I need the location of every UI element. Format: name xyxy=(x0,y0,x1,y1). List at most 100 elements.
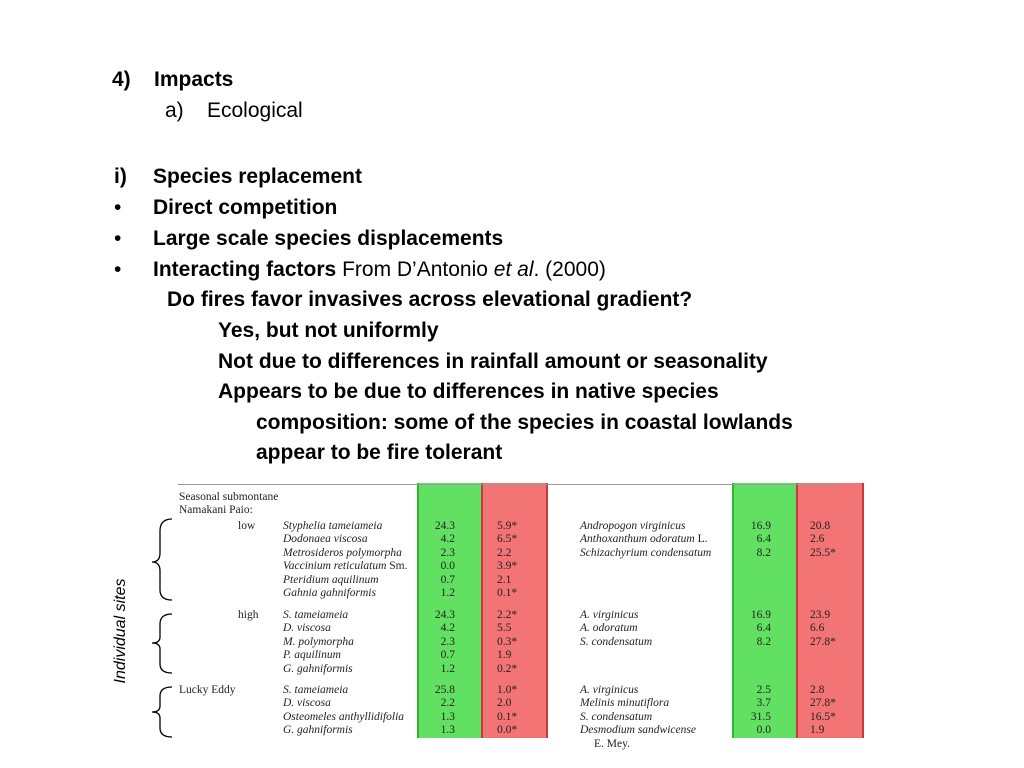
value-burned-alien: 16.9 xyxy=(750,520,771,532)
red-highlight-left xyxy=(481,483,548,738)
value-unburned-alien: 1.9 xyxy=(810,724,825,737)
left-species-name: P. aquilinum xyxy=(283,649,341,662)
value-unburned-alien: 23.9 xyxy=(810,609,831,621)
value-unburned-alien: 27.8* xyxy=(810,635,836,648)
value-burned-native: 1.3 xyxy=(440,710,455,723)
value-burned-alien: 6.4 xyxy=(756,533,771,546)
right-species-name: S. condensatum xyxy=(580,635,653,648)
value-unburned-native: 2.2* xyxy=(497,609,518,621)
value-unburned-alien: 16.5* xyxy=(810,710,836,723)
footer-authority: E. Mey. xyxy=(594,738,630,750)
item-marker: i) xyxy=(114,165,127,188)
brace-low xyxy=(151,518,173,601)
bullet-icon: • xyxy=(114,258,122,281)
answer-line-3c: appear to be fire tolerant xyxy=(256,441,503,464)
value-unburned-native: 5.9* xyxy=(497,520,518,532)
value-unburned-native: 1.0* xyxy=(497,684,518,696)
value-burned-alien: 31.5 xyxy=(750,710,771,723)
bullet-direct-competition: • Direct competition xyxy=(114,195,337,221)
value-burned-native: 1.2 xyxy=(440,587,455,599)
answer-line-3a: Appears to be due to differences in nati… xyxy=(218,380,719,403)
value-unburned-native: 0.2* xyxy=(497,662,518,675)
value-burned-alien: 8.2 xyxy=(756,635,771,648)
bullet-text: Interacting factors xyxy=(153,258,337,281)
green-highlight-right xyxy=(732,483,799,738)
value-unburned-alien: 6.6 xyxy=(810,622,825,635)
value-unburned-alien: 2.6 xyxy=(810,533,825,546)
value-burned-native: 24.3 xyxy=(434,520,455,532)
individual-sites-label: Individual sites xyxy=(112,578,129,684)
left-species-authority: Sm. xyxy=(386,560,408,573)
left-species-name: M. polymorpha xyxy=(283,635,354,648)
bullet-text: Large scale species displacements xyxy=(153,227,504,250)
left-species-name: Osteomeles anthyllidifolia xyxy=(283,710,405,723)
value-burned-alien: 6.4 xyxy=(756,622,771,635)
value-burned-native: 0.0 xyxy=(440,560,455,573)
value-unburned-alien: 2.8 xyxy=(810,684,825,696)
value-burned-native: 0.7 xyxy=(440,649,455,662)
question-line: Do fires favor invasives across elevatio… xyxy=(167,288,693,311)
value-unburned-native: 2.2 xyxy=(497,546,512,559)
value-unburned-alien: 27.8* xyxy=(810,697,836,710)
value-unburned-native: 3.9* xyxy=(497,560,518,573)
answer-line-2: Not due to differences in rainfall amoun… xyxy=(218,350,768,373)
left-species-name: D. viscosa xyxy=(283,697,331,710)
value-unburned-native: 0.3* xyxy=(497,635,518,648)
value-unburned-native: 1.9 xyxy=(497,649,512,662)
bullet-text: Direct competition xyxy=(153,196,338,219)
left-species-name: Metrosideros polymorpha xyxy=(283,546,402,559)
table-header-line-2: Namakani Paio: xyxy=(179,504,253,516)
site-label: Lucky Eddy xyxy=(179,684,236,696)
left-species-name: Gahnia gahniformis xyxy=(283,587,376,599)
left-species-name: G. gahniformis xyxy=(283,724,353,737)
value-unburned-native: 0.1* xyxy=(497,587,518,599)
left-species-name: G. gahniformis xyxy=(283,662,353,675)
bullet-interacting-factors: • Interacting factors From D’Antonio et … xyxy=(114,257,606,283)
right-species-name: Melinis minutiflora xyxy=(580,697,670,710)
citation-prefix: From D’Antonio xyxy=(342,258,488,281)
answer-line-3b: composition: some of the species in coas… xyxy=(256,411,793,434)
right-species-name: A. odoratum xyxy=(580,622,638,635)
value-burned-native: 1.3 xyxy=(440,724,455,737)
left-species-name: Styphelia tameiameia xyxy=(283,520,383,532)
value-unburned-native: 2.1 xyxy=(497,573,512,586)
left-species-name: D. viscosa xyxy=(283,622,331,635)
table-top-rule xyxy=(178,484,843,485)
site-label: high xyxy=(238,609,259,621)
item-text: Species replacement xyxy=(153,165,362,188)
value-burned-alien: 2.5 xyxy=(756,684,771,696)
value-burned-alien: 0.0 xyxy=(756,724,771,737)
brace-high xyxy=(151,613,173,674)
citation-year: . (2000) xyxy=(533,258,606,281)
value-burned-native: 2.3 xyxy=(440,546,455,559)
right-species-name: Anthoxanthum odoratum L. xyxy=(580,533,708,546)
bullet-icon: • xyxy=(114,227,122,250)
subheading-ecological: a) Ecological xyxy=(165,98,303,124)
value-burned-native: 4.2 xyxy=(440,533,455,546)
bullet-large-scale: • Large scale species displacements xyxy=(114,226,503,252)
left-species-name: Dodonaea viscosa xyxy=(283,533,368,546)
value-unburned-native: 0.0* xyxy=(497,724,518,737)
right-species-authority: L. xyxy=(694,533,708,546)
value-burned-native: 2.2 xyxy=(440,697,455,710)
green-highlight-left xyxy=(417,483,484,738)
value-burned-native: 0.7 xyxy=(440,573,455,586)
value-unburned-native: 6.5* xyxy=(497,533,518,546)
value-burned-alien: 16.9 xyxy=(750,609,771,621)
red-highlight-right xyxy=(796,483,864,738)
value-burned-alien: 3.7 xyxy=(756,697,771,710)
answer-line-1: Yes, but not uniformly xyxy=(218,319,439,342)
brace-lucky-eddy xyxy=(151,686,173,738)
subheading-letter: a) xyxy=(165,99,184,122)
left-species-name: Pteridium aquilinum xyxy=(283,573,379,586)
bullet-icon: • xyxy=(114,196,122,219)
value-burned-native: 2.3 xyxy=(440,635,455,648)
value-burned-native: 24.3 xyxy=(434,609,455,621)
value-burned-native: 4.2 xyxy=(440,622,455,635)
right-species-name: Andropogon virginicus xyxy=(580,520,686,532)
left-species-name: S. tameiameia xyxy=(283,684,349,696)
value-burned-native: 25.8 xyxy=(434,684,455,696)
right-species-name: A. virginicus xyxy=(580,609,639,621)
